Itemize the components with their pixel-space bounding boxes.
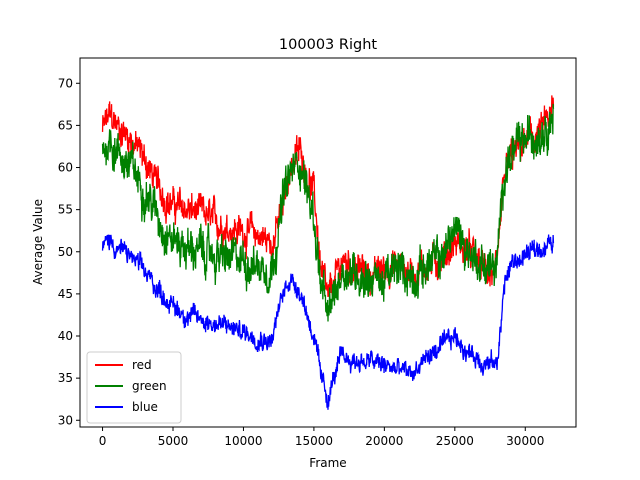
y-tick-label: 40 bbox=[58, 329, 73, 343]
x-tick-label: 20000 bbox=[365, 434, 403, 448]
legend: red green blue bbox=[86, 351, 182, 424]
legend-label-blue: blue bbox=[132, 400, 158, 414]
y-tick-label: 45 bbox=[58, 287, 73, 301]
y-axis-title: Average Value bbox=[31, 199, 45, 285]
axes-frame bbox=[79, 57, 577, 428]
x-tick-label: 0 bbox=[99, 434, 107, 448]
x-tick-label: 30000 bbox=[506, 434, 544, 448]
y-tick-label: 55 bbox=[58, 203, 73, 217]
y-tick-label: 35 bbox=[58, 371, 73, 385]
plot-area: 0 5000 10000 15000 20000 25000 30000 30 35 40 45 50… bbox=[58, 57, 577, 448]
chart-title: 100003 Right bbox=[279, 37, 377, 53]
x-tick-label: 10000 bbox=[224, 434, 262, 448]
series-line-green bbox=[101, 103, 555, 322]
y-tick-label: 60 bbox=[58, 161, 73, 175]
y-tick-label: 70 bbox=[58, 76, 73, 90]
x-tick-label: 15000 bbox=[295, 434, 333, 448]
series-line-blue bbox=[101, 234, 555, 410]
series-line-red bbox=[101, 95, 555, 302]
x-axis-title: Frame bbox=[309, 456, 346, 470]
y-tick-label: 65 bbox=[58, 118, 73, 132]
legend-label-red: red bbox=[132, 358, 152, 372]
legend-label-green: green bbox=[132, 379, 167, 393]
x-tick-label: 25000 bbox=[436, 434, 474, 448]
y-tick-label: 30 bbox=[58, 413, 73, 427]
legend-box bbox=[86, 351, 182, 424]
x-tick-label: 5000 bbox=[158, 434, 189, 448]
y-tick-label: 50 bbox=[58, 245, 73, 259]
